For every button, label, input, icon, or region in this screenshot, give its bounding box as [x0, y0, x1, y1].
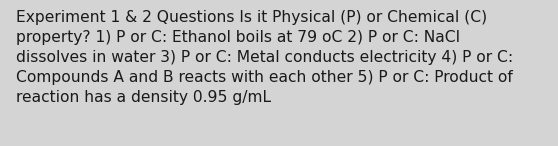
- Text: Experiment 1 & 2 Questions Is it Physical (P) or Chemical (C)
property? 1) P or : Experiment 1 & 2 Questions Is it Physica…: [16, 10, 513, 105]
